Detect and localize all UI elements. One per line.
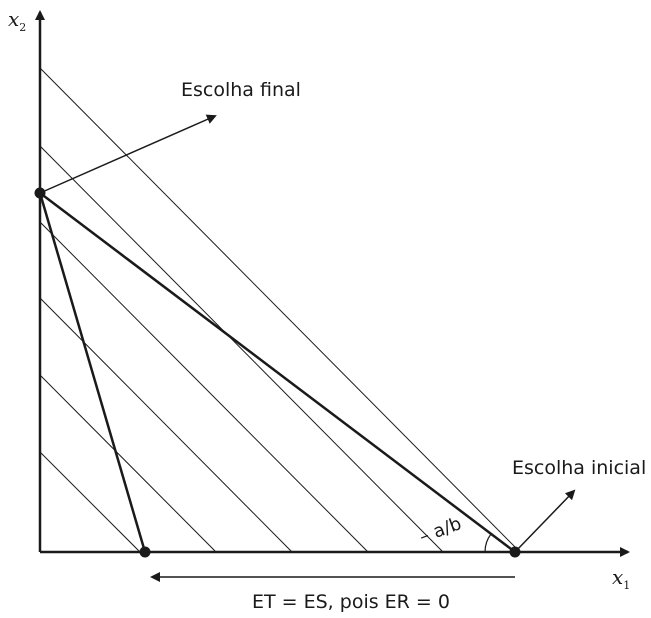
- indifference-line: [39, 221, 369, 553]
- effect-caption: ET = ES, pois ER = 0: [252, 591, 450, 613]
- initial-choice-label: Escolha inicial: [512, 457, 646, 479]
- indifference-lines: [39, 67, 521, 553]
- indifference-line: [39, 145, 444, 553]
- indifference-line: [39, 451, 141, 553]
- initial-choice-arrow: [514, 489, 576, 553]
- axes: [35, 10, 630, 557]
- initial-budget-line: [39, 192, 516, 553]
- final-choice-arrow: [39, 114, 217, 194]
- final-budget-line: [38, 192, 147, 553]
- slope-angle-arc: [484, 533, 492, 553]
- final-intercept-point: [139, 546, 151, 558]
- indifference-line: [39, 297, 293, 553]
- final-choice-label: Escolha final: [181, 79, 301, 101]
- indifference-line: [39, 374, 217, 553]
- x-axis-label: x1: [612, 565, 630, 592]
- slope-label: – a/b: [417, 513, 465, 548]
- y-axis-label: x2: [8, 7, 26, 34]
- indifference-line: [39, 67, 521, 553]
- budget-lines: [38, 192, 516, 553]
